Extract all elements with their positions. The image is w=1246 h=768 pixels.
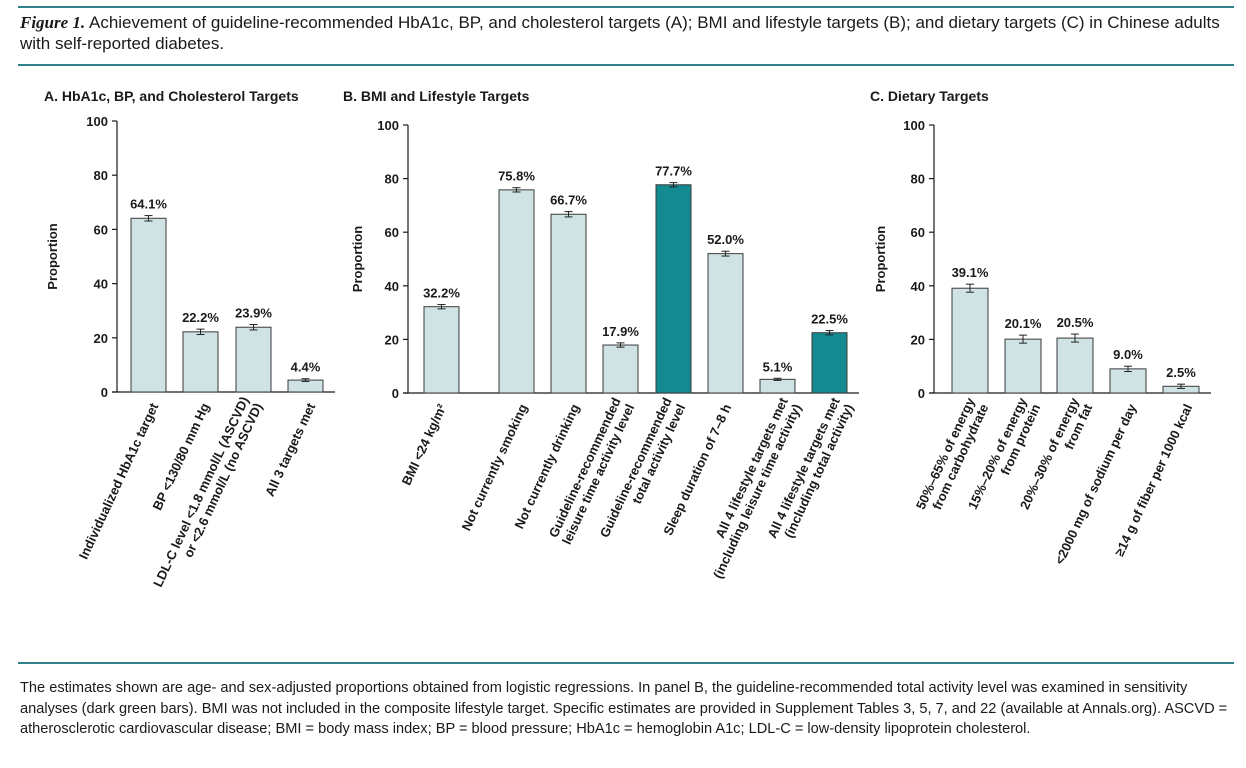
panel-b-bar	[655, 184, 692, 394]
panel-c-bar	[1056, 337, 1094, 394]
panel-a-y-tick-label: 100	[86, 114, 108, 129]
panel-b-y-tick-label: 100	[377, 118, 399, 133]
panel-c-y-tick-label: 20	[911, 332, 925, 347]
panel-b-bar	[707, 253, 744, 394]
panel-b-value-label: 77.7%	[655, 164, 692, 179]
panel-b-bar	[550, 213, 587, 394]
panel-b-y-tick-label: 40	[385, 279, 399, 294]
panel-c-value-label: 39.1%	[952, 265, 989, 280]
panel-b-bar	[602, 344, 639, 394]
panel-b-value-label: 66.7%	[550, 193, 587, 208]
caption-bottom-rule	[18, 64, 1234, 66]
panel-a-bar	[235, 326, 272, 393]
panel-a-value-label: 22.2%	[182, 310, 219, 325]
panel-c-bar	[1004, 338, 1042, 394]
figure-chart: A. HbA1c, BP, and Cholesterol Targets 0 20…	[44, 88, 1211, 589]
panel-a-y-tick-label: 0	[101, 385, 108, 400]
panel-a-y-axis-label: Proportion	[45, 223, 60, 289]
panel-c-title: C. Dietary Targets	[870, 88, 989, 104]
panel-a-y-tick-label: 40	[94, 277, 108, 292]
figure-caption: Figure 1. Achievement of guideline-recom…	[20, 12, 1235, 54]
caption-top-rule	[18, 6, 1234, 8]
panel-a-value-label: 64.1%	[130, 197, 167, 212]
panel-b-bar	[498, 189, 535, 394]
panel-a-value-label: 4.4%	[291, 360, 321, 375]
panel-b-y-tick-label: 60	[385, 225, 399, 240]
panel-a-category-label: All 3 targets met	[262, 400, 319, 499]
figure-footnote: The estimates shown are age- and sex-adj…	[20, 680, 1228, 737]
panel-b-value-label: 17.9%	[602, 324, 639, 339]
panel-b-category-label: BMI <24 kg/m²	[399, 401, 450, 487]
panel-a-title: A. HbA1c, BP, and Cholesterol Targets	[44, 88, 299, 104]
panel-c-y-tick-label: 100	[903, 118, 925, 133]
panel-b-value-label: 5.1%	[763, 359, 793, 374]
panel-b-value-label: 75.8%	[498, 169, 535, 184]
panel-b-value-label: 52.0%	[707, 232, 744, 247]
panel-a-value-label: 23.9%	[235, 306, 272, 321]
panel-a-y-tick-label: 80	[94, 168, 108, 183]
panel-b-category-label: Guideline-recommendedleisure time activi…	[545, 395, 637, 547]
panel-b-y-axis-label: Proportion	[350, 226, 365, 292]
panel-c-value-label: 9.0%	[1113, 347, 1143, 362]
panel-b-y-tick-label: 0	[392, 386, 399, 401]
panel-b-title: B. BMI and Lifestyle Targets	[343, 88, 530, 104]
caption-text: Achievement of guideline-recommended HbA…	[20, 13, 1220, 53]
panel-b-y-tick-label: 80	[385, 172, 399, 187]
panel-c-y-tick-label: 80	[911, 172, 925, 187]
panel-c-bar	[1109, 368, 1147, 394]
panel-a-bar	[182, 331, 219, 393]
panel-c-value-label: 2.5%	[1166, 365, 1196, 380]
panel-c-y-tick-label: 60	[911, 225, 925, 240]
panel-a-category-label: Individualized HbA1c target	[76, 400, 162, 561]
panel-a-y-tick-label: 20	[94, 331, 108, 346]
panel-b-y-tick-label: 20	[385, 332, 399, 347]
panel-b-bar	[811, 332, 848, 394]
panel-b-bar	[759, 378, 796, 394]
panel-c-y-tick-label: 40	[911, 279, 925, 294]
panel-b-bar	[423, 306, 460, 394]
panel-c-y-axis-label: Proportion	[873, 226, 888, 292]
figure-label: Figure 1.	[20, 13, 86, 32]
panel-b-value-label: 32.2%	[423, 286, 460, 301]
panel-c-value-label: 20.5%	[1057, 315, 1094, 330]
panel-a-bar	[130, 217, 167, 393]
panel-b-value-label: 22.5%	[811, 312, 848, 327]
footnote-top-rule	[18, 662, 1234, 664]
panel-c-bar	[951, 287, 989, 394]
panel-c-value-label: 20.1%	[1005, 316, 1042, 331]
panel-a-y-tick-label: 60	[94, 222, 108, 237]
panel-c-y-tick-label: 0	[918, 386, 925, 401]
